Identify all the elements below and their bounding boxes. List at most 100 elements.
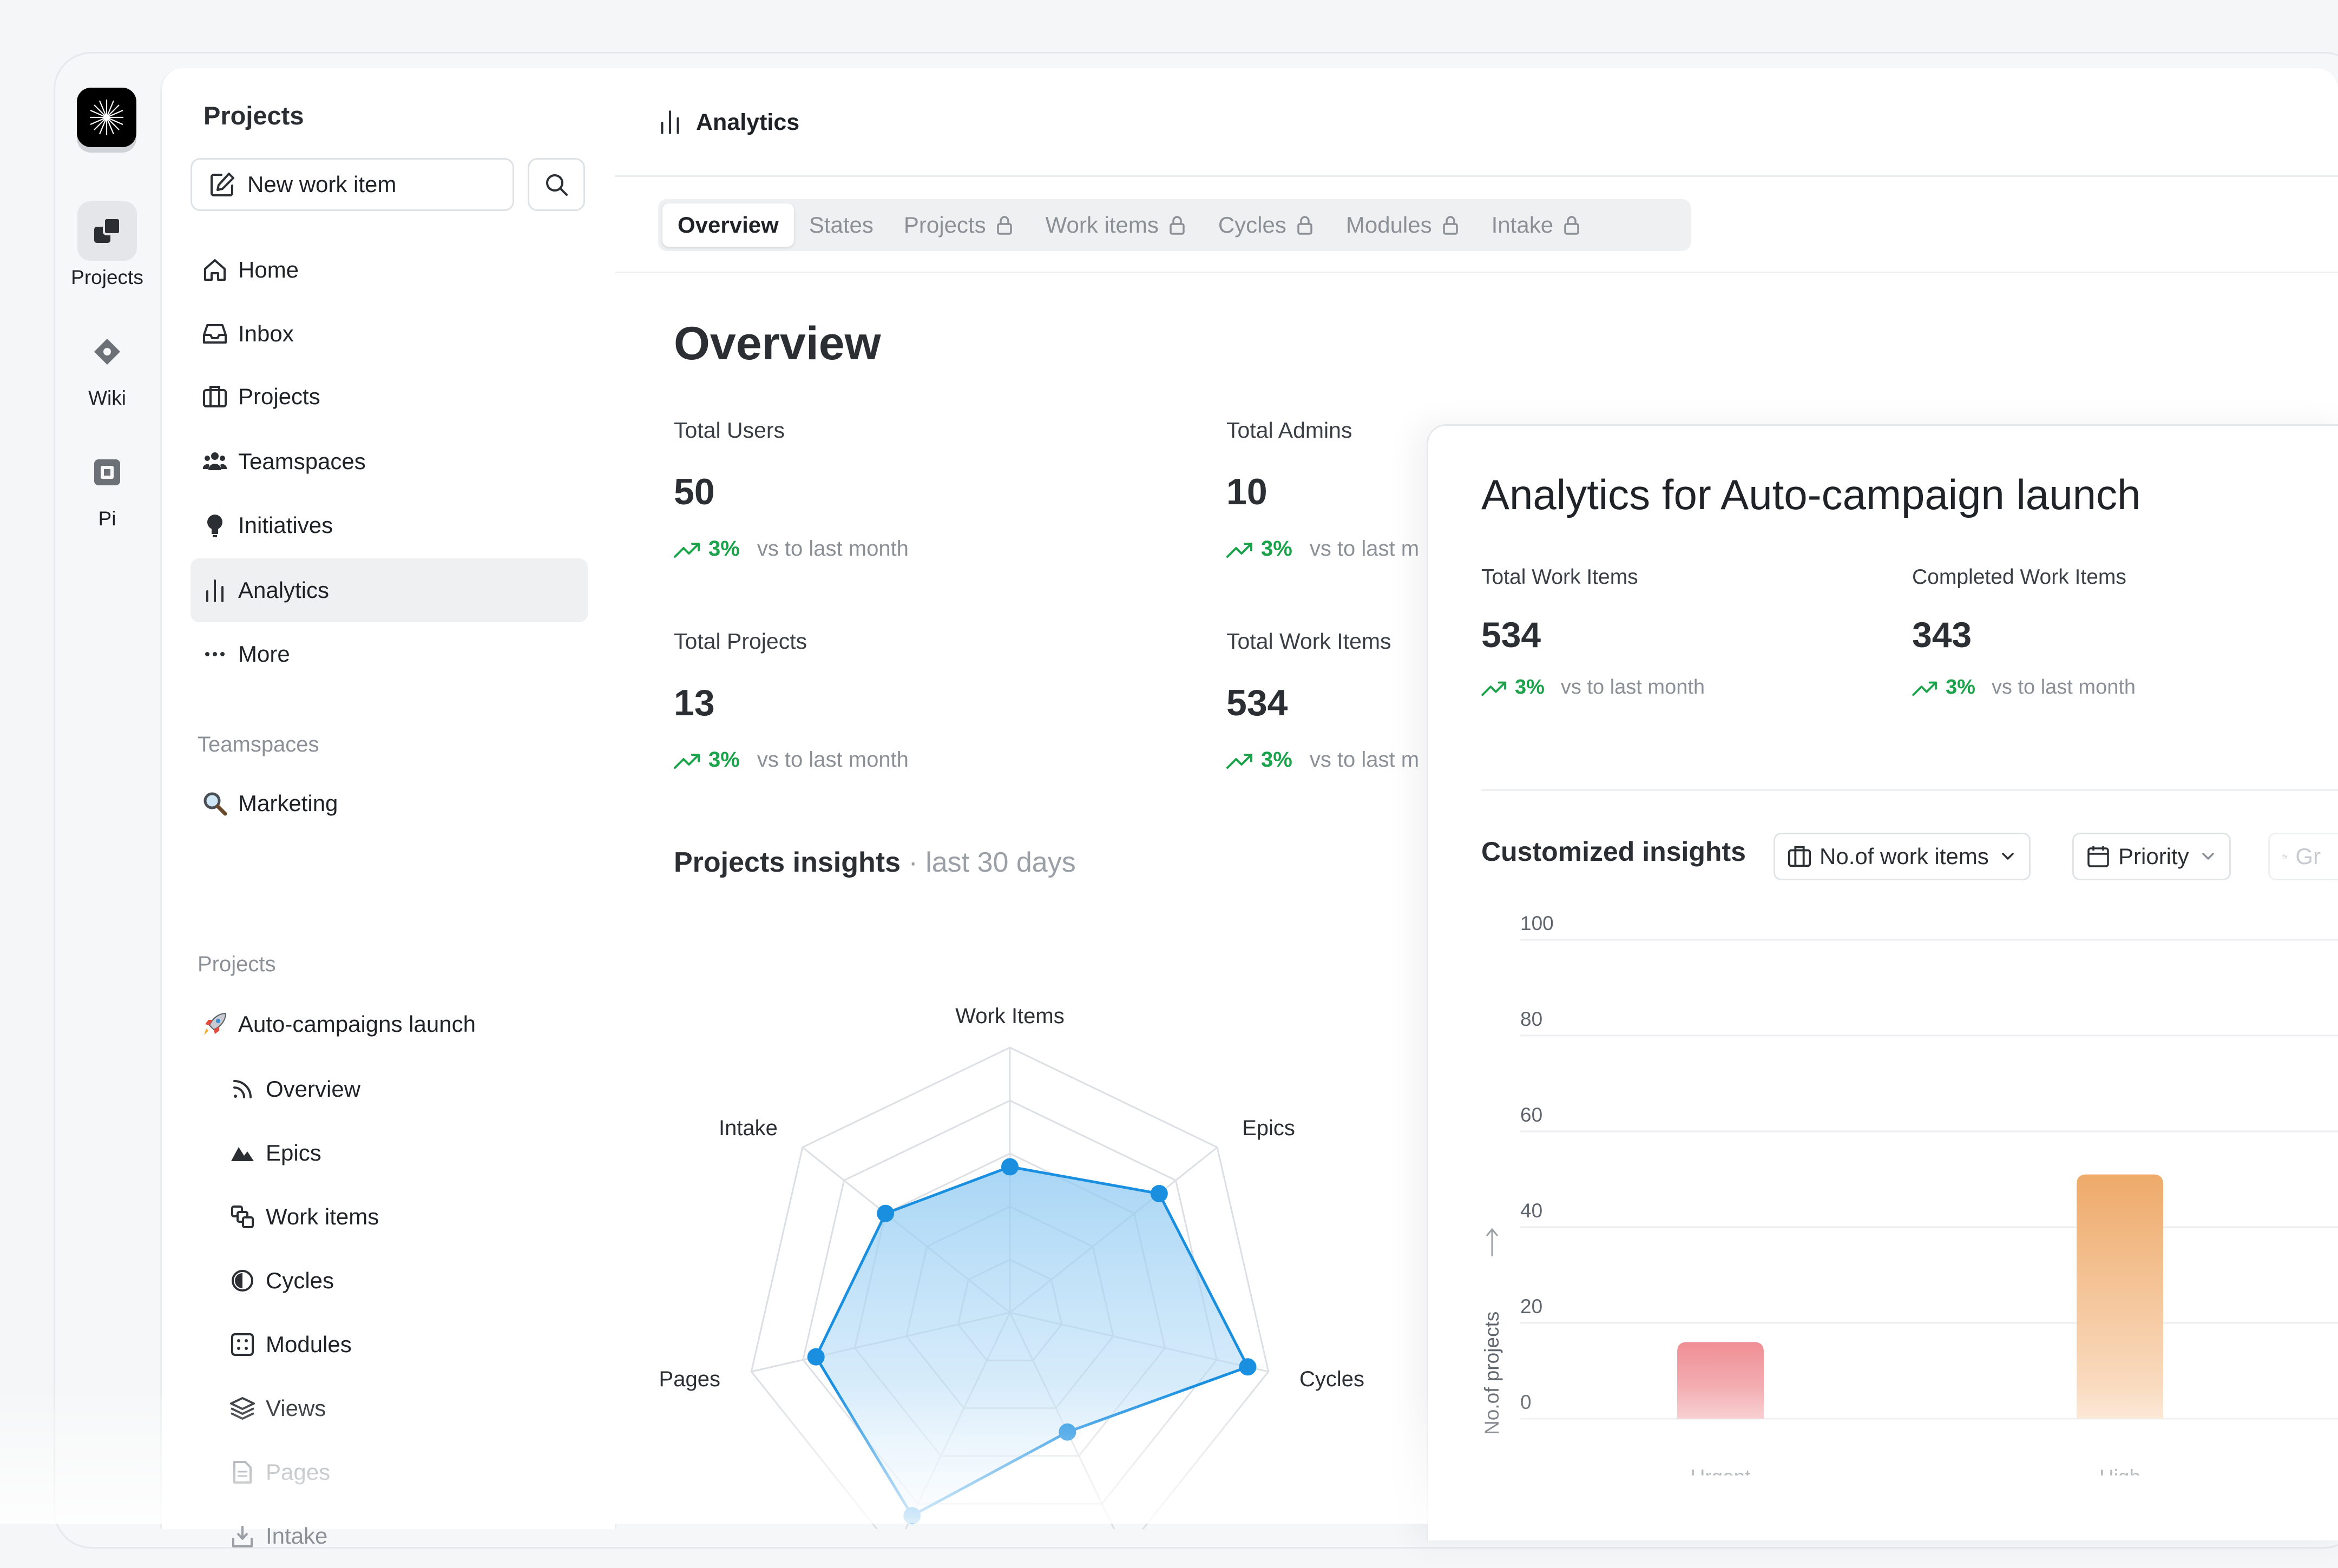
sidebar-item-intake[interactable]: Intake xyxy=(218,1504,588,1568)
y-tick-label: 100 xyxy=(1520,912,1554,934)
panel-title: Analytics for Auto-campaign launch xyxy=(1481,471,2141,518)
search-button[interactable] xyxy=(528,158,585,211)
y-tick-label: 60 xyxy=(1520,1104,1542,1126)
sidebar-item-projects[interactable]: Projects xyxy=(191,365,588,429)
radar-axis-label: Intake xyxy=(719,1116,778,1140)
tab-work-items[interactable]: Work items xyxy=(1030,203,1203,247)
calendar-icon xyxy=(2087,846,2109,867)
radar-point[interactable] xyxy=(1059,1423,1076,1441)
sidebar-item-more[interactable]: More xyxy=(191,622,588,686)
tab-label: States xyxy=(809,212,874,238)
teamspaces-heading: Teamspaces xyxy=(198,733,319,756)
sidebar-item-label: Projects xyxy=(238,384,320,409)
radar-point[interactable] xyxy=(807,1348,825,1366)
mountain-icon xyxy=(231,1147,254,1161)
sidebar-item-work-items[interactable]: Work items xyxy=(218,1185,588,1249)
stat-label: Total Admins xyxy=(1226,418,1352,443)
delta-compare: vs to last month xyxy=(1991,676,2136,699)
tab-projects[interactable]: Projects xyxy=(889,203,1030,247)
radar-point[interactable] xyxy=(1001,1158,1019,1176)
trend-up-icon xyxy=(1481,681,1506,696)
radar-point[interactable] xyxy=(877,1204,895,1222)
radar-point[interactable] xyxy=(903,1507,921,1525)
stat-value: 534 xyxy=(1226,682,1288,723)
bar-chart-icon xyxy=(206,579,224,602)
sidebar-item-inbox[interactable]: Inbox xyxy=(191,302,588,366)
sidebar-item-initiatives[interactable]: Initiatives xyxy=(191,493,588,557)
trend-up-icon xyxy=(1912,681,1937,696)
plane-logo[interactable] xyxy=(77,88,136,147)
rail-item-pi[interactable]: Pi xyxy=(54,443,160,530)
bar-urgent[interactable] xyxy=(1677,1342,1764,1419)
page-title: Analytics xyxy=(696,109,800,135)
tab-cycles[interactable]: Cycles xyxy=(1203,203,1331,247)
stat-value: 50 xyxy=(674,471,715,512)
stat-value: 10 xyxy=(1226,471,1267,512)
sidebar-item-teamspaces[interactable]: Teamspaces xyxy=(191,430,588,493)
sidebar-item-pages[interactable]: Pages xyxy=(218,1440,588,1504)
delta-percent: 3% xyxy=(1946,676,1975,699)
sidebar-item-auto-campaigns[interactable]: Auto-campaigns launch xyxy=(191,992,588,1056)
delta-percent: 3% xyxy=(1261,537,1292,561)
sidebar-item-label: Initiatives xyxy=(238,512,333,538)
sidebar-item-label: Epics xyxy=(266,1140,321,1165)
lightbulb-icon xyxy=(207,515,222,537)
sidebar-item-label: More xyxy=(238,641,290,667)
sidebar-item-home[interactable]: Home xyxy=(191,238,588,302)
group-by-dropdown[interactable]: Priority xyxy=(2072,833,2231,880)
sidebar-item-analytics[interactable]: Analytics xyxy=(191,558,588,622)
stat-label: Total Work Items xyxy=(1226,629,1391,654)
panel-stat-value: 343 xyxy=(1912,615,1972,655)
y-tick-label: 40 xyxy=(1520,1200,1542,1222)
sidebar: Projects New work item Home Inbox Projec… xyxy=(160,68,616,1549)
sidebar-item-epics[interactable]: Epics xyxy=(218,1121,588,1185)
sidebar-item-cycles[interactable]: Cycles xyxy=(218,1249,588,1313)
delta-percent: 3% xyxy=(1261,748,1292,772)
delta-percent: 3% xyxy=(708,748,740,772)
third-dropdown[interactable]: Gr xyxy=(2268,833,2338,880)
overview-heading: Overview xyxy=(674,318,881,370)
bar-high[interactable] xyxy=(2077,1174,2163,1419)
intake-icon xyxy=(232,1526,253,1547)
customized-insights-title: Customized insights xyxy=(1481,836,1746,867)
radar-point[interactable] xyxy=(1150,1185,1168,1203)
sidebar-item-label: Home xyxy=(238,257,299,282)
lock-icon xyxy=(996,216,1012,235)
delta-compare: vs to last m xyxy=(1309,537,1420,561)
group-by-dropdown-value: Priority xyxy=(2118,844,2189,869)
sidebar-item-modules[interactable]: Modules xyxy=(218,1313,588,1376)
search-icon xyxy=(546,174,568,196)
new-work-item-button[interactable]: New work item xyxy=(191,158,514,211)
panel-stat-delta: 3% vs to last month xyxy=(1912,676,2136,699)
radar-point[interactable] xyxy=(1239,1358,1257,1376)
delta-compare: vs to last month xyxy=(1560,676,1705,699)
metric-dropdown[interactable]: No.of work items xyxy=(1774,833,2031,880)
sidebar-item-views[interactable]: Views xyxy=(218,1376,588,1440)
tab-states[interactable]: States xyxy=(794,203,889,247)
stat-label: Total Projects xyxy=(674,629,807,654)
tab-modules[interactable]: Modules xyxy=(1331,203,1476,247)
stat-value: 13 xyxy=(674,682,715,723)
stat-delta: 3% vs to last m xyxy=(1226,748,1419,772)
rail-item-projects[interactable]: Projects xyxy=(54,201,160,289)
sidebar-item-label: Teamspaces xyxy=(238,449,366,474)
radar-grid-ring xyxy=(750,1046,1270,1529)
y-tick-label: 0 xyxy=(1520,1391,1532,1413)
sidebar-item-overview[interactable]: Overview xyxy=(218,1057,588,1121)
sidebar-item-label: Marketing xyxy=(238,790,338,816)
ellipsis-icon xyxy=(205,652,225,656)
rocket-emoji-icon xyxy=(204,1012,227,1035)
trend-up-icon xyxy=(674,542,700,558)
radar-axis-label: Work Items xyxy=(955,1004,1065,1028)
briefcase-icon xyxy=(1788,846,1811,867)
users-icon xyxy=(202,452,227,470)
stat-delta: 3% vs to last month xyxy=(674,537,909,561)
edit-icon xyxy=(211,173,234,196)
tab-label: Intake xyxy=(1491,212,1554,238)
sidebar-item-marketing[interactable]: Marketing xyxy=(191,772,588,835)
rail-label: Projects xyxy=(71,266,143,288)
tab-label: Work items xyxy=(1045,212,1159,238)
tab-overview[interactable]: Overview xyxy=(662,203,794,247)
rail-item-wiki[interactable]: Wiki xyxy=(54,322,160,410)
tab-intake[interactable]: Intake xyxy=(1476,203,1598,247)
